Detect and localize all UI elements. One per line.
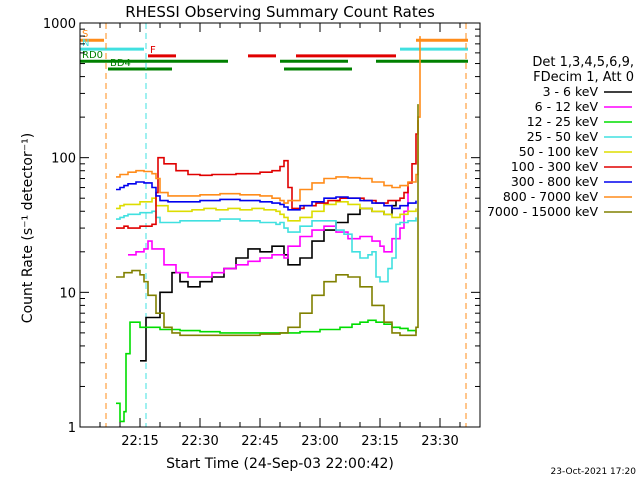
- series-line-1: [128, 187, 409, 278]
- x-tick-label: 22:15: [121, 434, 158, 449]
- legend-entry-label: 12 - 25 keV: [527, 114, 599, 129]
- flag-label-n: N: [82, 38, 89, 49]
- legend: Det 1,3,4,5,6,9, FDecim 1, Att 0 3 - 6 k…: [487, 55, 634, 219]
- legend-entry-label: 50 - 100 keV: [519, 144, 599, 159]
- x-tick-label: 23:00: [301, 434, 338, 449]
- y-tick-label: 10: [59, 286, 76, 301]
- legend-entry-label: 7000 - 15000 keV: [487, 204, 598, 219]
- x-axis-ticks: 22:15 22:30 22:45 23:00 23:15 23:30: [79, 23, 481, 449]
- y-tick-label: 1: [68, 421, 76, 436]
- legend-entry-label: 100 - 300 keV: [511, 159, 599, 174]
- legend-entry-label: 6 - 12 keV: [535, 99, 599, 114]
- series-line-2: [116, 319, 417, 423]
- legend-entry-label: 25 - 50 keV: [527, 129, 599, 144]
- data-series: [116, 36, 421, 423]
- flag-label-f: F: [150, 45, 156, 56]
- legend-header-line-1: Det 1,3,4,5,6,9,: [532, 55, 634, 70]
- marker-lines: [105, 23, 467, 427]
- series-line-0: [140, 200, 397, 362]
- x-tick-label: 23:30: [421, 434, 458, 449]
- footer-date: 23-Oct-2021 17:20: [551, 467, 637, 477]
- legend-entry-label: 300 - 800 keV: [511, 174, 599, 189]
- legend-entry-label: 800 - 7000 keV: [503, 189, 599, 204]
- y-axis-ticks: 1 10 100 1000: [43, 17, 480, 436]
- series-line-7: [116, 36, 421, 204]
- chart-title: RHESSI Observing Summary Count Rates: [125, 3, 435, 21]
- legend-header-line-2: FDecim 1, Att 0: [533, 70, 634, 85]
- instrument-flags: SN F RD0 BD4: [80, 29, 468, 71]
- flag-label-rd0: RD0: [82, 50, 103, 61]
- x-tick-label: 23:15: [361, 434, 398, 449]
- series-line-8: [116, 104, 419, 337]
- x-tick-label: 22:30: [181, 434, 218, 449]
- flag-label-s: S: [82, 29, 88, 40]
- y-tick-label: 1000: [43, 17, 76, 32]
- series-line-3: [116, 210, 417, 283]
- series-line-6: [116, 181, 417, 211]
- legend-entry-label: 3 - 6 keV: [543, 84, 599, 99]
- x-axis-label: Start Time (24-Sep-03 22:00:42): [166, 456, 394, 472]
- x-tick-label: 22:45: [241, 434, 278, 449]
- flag-label-bd4: BD4: [110, 58, 131, 69]
- y-tick-label: 100: [51, 152, 76, 167]
- y-axis-label: Count Rate (s⁻¹ detector⁻¹): [20, 133, 36, 323]
